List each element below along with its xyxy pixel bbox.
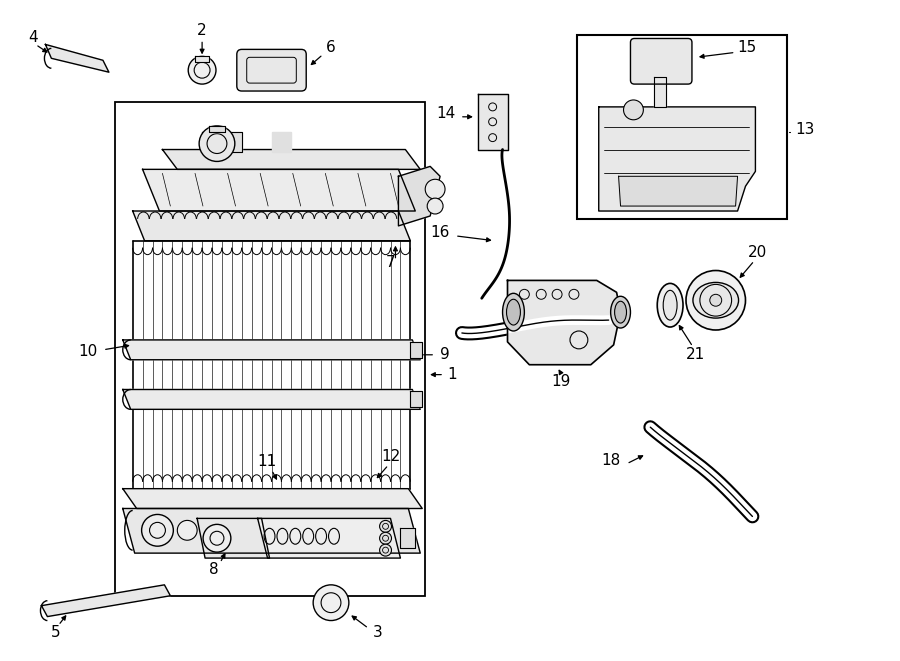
Circle shape (188, 56, 216, 84)
FancyBboxPatch shape (237, 50, 306, 91)
Polygon shape (209, 126, 225, 132)
Polygon shape (41, 585, 170, 617)
Ellipse shape (663, 290, 677, 320)
Text: 1: 1 (447, 367, 457, 382)
Bar (577, 34, 788, 219)
Text: 17: 17 (512, 301, 531, 316)
Circle shape (177, 520, 197, 540)
Bar (115, 102, 425, 596)
Text: 11: 11 (256, 454, 276, 469)
Text: 7: 7 (385, 255, 395, 270)
Circle shape (624, 100, 644, 120)
Polygon shape (142, 169, 415, 211)
FancyBboxPatch shape (631, 38, 692, 84)
Polygon shape (410, 391, 422, 407)
Polygon shape (272, 132, 292, 151)
Ellipse shape (610, 296, 631, 328)
Circle shape (141, 514, 174, 546)
Polygon shape (478, 94, 508, 149)
Text: 3: 3 (373, 625, 382, 640)
Circle shape (199, 126, 235, 161)
Text: 19: 19 (552, 374, 571, 389)
Polygon shape (195, 56, 209, 62)
Polygon shape (257, 518, 400, 558)
Circle shape (686, 270, 745, 330)
Text: 5: 5 (50, 625, 60, 640)
Text: 14: 14 (436, 106, 456, 122)
Polygon shape (132, 211, 410, 241)
Polygon shape (122, 488, 422, 508)
Circle shape (380, 544, 392, 556)
Text: 20: 20 (748, 245, 767, 260)
Polygon shape (162, 149, 420, 169)
Text: 2: 2 (197, 23, 207, 38)
Text: 4: 4 (29, 30, 39, 45)
Polygon shape (122, 340, 420, 360)
Polygon shape (618, 176, 738, 206)
Text: 18: 18 (601, 453, 621, 469)
Polygon shape (508, 280, 621, 365)
Polygon shape (598, 107, 755, 211)
Polygon shape (410, 342, 422, 358)
Circle shape (313, 585, 349, 621)
Polygon shape (654, 77, 666, 107)
Text: 8: 8 (209, 563, 219, 578)
Polygon shape (638, 44, 683, 77)
Text: 16: 16 (430, 225, 450, 241)
Ellipse shape (615, 301, 626, 323)
Text: 10: 10 (78, 344, 98, 360)
Polygon shape (122, 508, 420, 553)
Ellipse shape (507, 299, 520, 325)
Text: 6: 6 (326, 40, 336, 55)
Circle shape (203, 524, 231, 552)
Polygon shape (202, 132, 242, 151)
Polygon shape (45, 44, 109, 72)
Polygon shape (400, 528, 415, 548)
Ellipse shape (657, 284, 683, 327)
Polygon shape (399, 167, 440, 226)
Circle shape (710, 294, 722, 306)
Polygon shape (122, 389, 420, 409)
Circle shape (425, 179, 445, 199)
Text: 21: 21 (687, 347, 706, 362)
Ellipse shape (502, 293, 525, 331)
Text: 9: 9 (440, 347, 450, 362)
Circle shape (380, 520, 392, 532)
Circle shape (428, 198, 443, 214)
Text: 15: 15 (738, 40, 757, 55)
Circle shape (380, 532, 392, 544)
Polygon shape (197, 518, 269, 558)
Text: 13: 13 (795, 122, 815, 137)
Ellipse shape (693, 282, 739, 318)
Text: 12: 12 (381, 449, 400, 465)
